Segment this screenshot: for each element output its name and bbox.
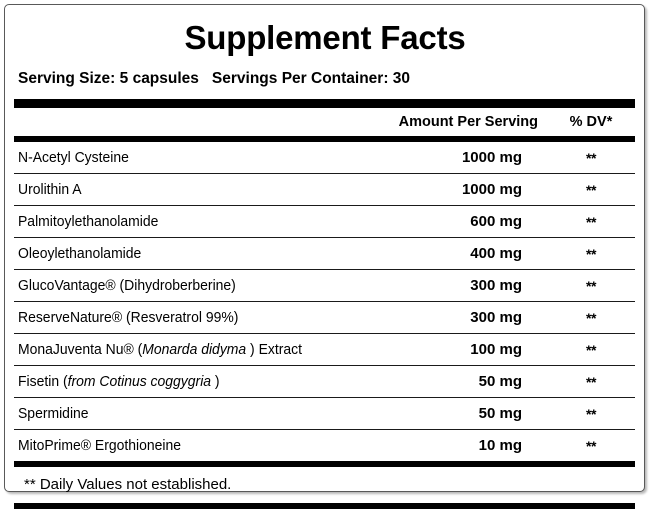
- row-divider: [14, 173, 635, 174]
- divider-thick-header: [14, 136, 635, 142]
- ingredient-amount: 100 mg: [470, 341, 522, 358]
- page-title: Supplement Facts: [184, 19, 466, 56]
- ingredient-daily-value: **: [586, 438, 596, 454]
- row-divider: [14, 333, 635, 334]
- ingredient-name: MitoPrime® Ergothioneine: [18, 437, 182, 454]
- ingredient-name: Oleoylethanolamide: [18, 245, 142, 262]
- ingredient-daily-value: **: [586, 406, 596, 422]
- table-row: MonaJuventa Nu® (Monarda didyma ) Extrac…: [14, 334, 635, 365]
- column-header-amount: Amount Per Serving: [398, 114, 538, 130]
- ingredient-daily-value: **: [586, 278, 596, 294]
- ingredient-amount: 400 mg: [470, 245, 522, 262]
- serving-size-text: Serving Size: 5 capsules: [18, 70, 199, 87]
- supplement-facts-panel: Supplement Facts Serving Size: 5 capsule…: [4, 4, 645, 509]
- supplement-facts-inner: Supplement Facts Serving Size: 5 capsule…: [14, 5, 636, 509]
- table-row: MitoPrime® Ergothioneine 10 mg **: [14, 430, 635, 461]
- serving-info-line: Serving Size: 5 capsules Servings Per Con…: [14, 54, 636, 88]
- ingredient-name-prefix: Fisetin (: [18, 373, 68, 390]
- row-divider: [14, 301, 635, 302]
- ingredient-table: N-Acetyl Cysteine 1000 mg ** Urolithin A 100…: [14, 142, 636, 461]
- ingredient-amount: 50 mg: [478, 373, 522, 390]
- footnote-text: ** Daily Values not established.: [24, 476, 232, 493]
- divider-thick-bottom: [14, 503, 635, 509]
- table-row: Oleoylethanolamide 400 mg **: [14, 238, 635, 269]
- ingredient-daily-value: **: [586, 214, 596, 230]
- table-row: Fisetin (from Cotinus coggygria ) 50 mg **: [14, 366, 635, 397]
- ingredient-amount: 1000 mg: [461, 149, 522, 166]
- ingredient-name: MonaJuventa Nu® (Monarda didyma ) Extrac…: [18, 341, 302, 358]
- divider-thick-footnote-top: [14, 461, 635, 467]
- table-row: GlucoVantage® (Dihydroberberine) 300 mg **: [14, 270, 635, 301]
- ingredient-name: Palmitoylethanolamide: [18, 213, 159, 230]
- table-row: Spermidine 50 mg **: [14, 398, 635, 429]
- ingredient-name: Fisetin (from Cotinus coggygria ): [18, 373, 220, 390]
- column-header-row: Amount Per Serving % DV*: [14, 108, 635, 136]
- ingredient-amount: 600 mg: [470, 213, 522, 230]
- ingredient-name-suffix: ): [211, 373, 220, 390]
- ingredient-name: Spermidine: [18, 405, 89, 422]
- ingredient-amount: 10 mg: [478, 437, 522, 454]
- ingredient-amount: 50 mg: [478, 405, 522, 422]
- column-header-dv: % DV*: [569, 114, 613, 130]
- row-divider: [14, 397, 635, 398]
- ingredient-daily-value: **: [586, 246, 596, 262]
- ingredient-daily-value: **: [586, 310, 596, 326]
- ingredient-name-suffix: ) Extract: [246, 341, 302, 358]
- ingredient-botanical-name: Monarda didyma: [142, 341, 247, 358]
- ingredient-daily-value: **: [586, 182, 596, 198]
- ingredient-name: Urolithin A: [18, 181, 82, 198]
- table-row: N-Acetyl Cysteine 1000 mg **: [14, 142, 635, 173]
- ingredient-daily-value: **: [586, 150, 596, 166]
- table-row: Urolithin A 1000 mg **: [14, 174, 635, 205]
- table-row: ReserveNature® (Resveratrol 99%) 300 mg **: [14, 302, 635, 333]
- ingredient-daily-value: **: [586, 374, 596, 390]
- table-row: Palmitoylethanolamide 600 mg **: [14, 206, 635, 237]
- ingredient-name: GlucoVantage® (Dihydroberberine): [18, 277, 236, 294]
- ingredient-amount: 300 mg: [470, 309, 522, 326]
- ingredient-name-prefix: MonaJuventa Nu® (: [18, 341, 143, 358]
- ingredient-name: N-Acetyl Cysteine: [18, 149, 129, 166]
- ingredient-name: ReserveNature® (Resveratrol 99%): [18, 309, 239, 326]
- row-divider: [14, 237, 635, 238]
- row-divider: [14, 205, 635, 206]
- divider-thick-top: [14, 99, 635, 108]
- ingredient-amount: 1000 mg: [461, 181, 522, 198]
- servings-per-container-text: Servings Per Container: 30: [211, 70, 411, 87]
- ingredient-amount: 300 mg: [470, 277, 522, 294]
- row-divider: [14, 429, 635, 430]
- row-divider: [14, 269, 635, 270]
- row-divider: [14, 365, 635, 366]
- ingredient-botanical-name: from Cotinus coggygria: [67, 373, 212, 390]
- ingredient-daily-value: **: [586, 342, 596, 358]
